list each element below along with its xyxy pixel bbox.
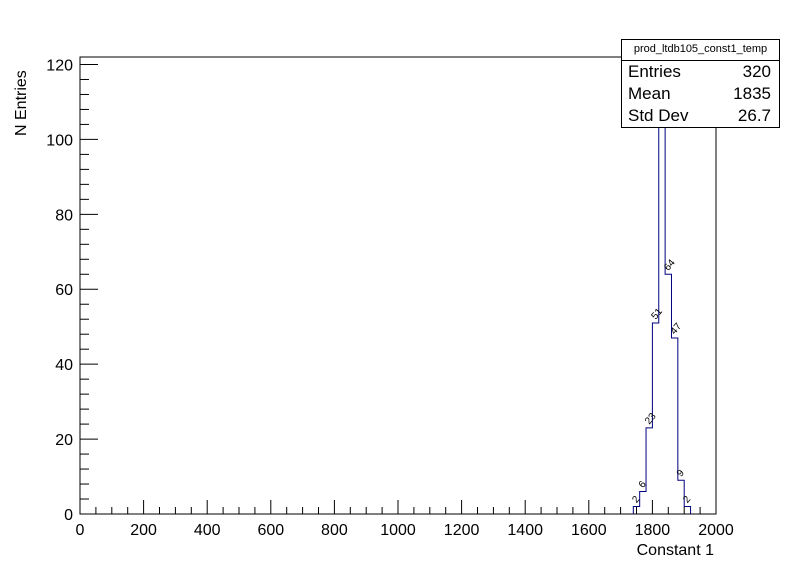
bin-labels: 2 6 23 51 64 47 9 2 bbox=[630, 257, 693, 505]
bin-label: 9 bbox=[675, 468, 687, 480]
x-tick-label: 1200 bbox=[444, 522, 480, 539]
stats-box: prod_ltdb105_const1_temp Entries 320 Mea… bbox=[621, 39, 780, 128]
x-tick-label: 400 bbox=[194, 522, 221, 539]
bin-label: 51 bbox=[649, 306, 665, 322]
stats-row-stddev: Std Dev 26.7 bbox=[622, 105, 779, 127]
stats-mean-value: 1835 bbox=[733, 84, 771, 103]
stats-row-entries: Entries 320 bbox=[622, 61, 779, 83]
y-tick-label: 80 bbox=[55, 207, 73, 224]
x-tick-labels: 0 200 400 600 800 1000 1200 1400 1600 1800 2000 bbox=[76, 522, 734, 539]
y-tick-label: 40 bbox=[55, 357, 73, 374]
y-tick-labels: 0 20 40 60 80 100 120 bbox=[46, 57, 73, 524]
stats-title: prod_ltdb105_const1_temp bbox=[622, 40, 779, 61]
bin-label: 2 bbox=[630, 494, 642, 506]
y-tick-label: 100 bbox=[46, 132, 73, 149]
x-tick-label: 1600 bbox=[571, 522, 607, 539]
y-tick-label: 20 bbox=[55, 432, 73, 449]
x-tick-label: 2000 bbox=[698, 522, 734, 539]
bin-label: 2 bbox=[681, 494, 693, 506]
stats-row-mean: Mean 1835 bbox=[622, 83, 779, 105]
x-tick-label: 1800 bbox=[635, 522, 671, 539]
stats-entries-label: Entries bbox=[628, 62, 681, 81]
stats-stddev-value: 26.7 bbox=[737, 106, 771, 125]
bin-label: 64 bbox=[662, 257, 678, 273]
x-tick-label: 200 bbox=[130, 522, 157, 539]
x-tick-label: 0 bbox=[76, 522, 85, 539]
stats-mean-label: Mean bbox=[628, 84, 671, 103]
y-axis-title: N Entries bbox=[13, 70, 30, 136]
stats-stddev-label: Std Dev bbox=[628, 106, 689, 125]
y-tick-label: 120 bbox=[46, 57, 73, 74]
stats-entries-value: 320 bbox=[742, 62, 771, 81]
x-tick-label: 600 bbox=[257, 522, 284, 539]
bin-label: 23 bbox=[643, 411, 659, 427]
bin-label: 47 bbox=[669, 321, 685, 337]
x-tick-label: 1000 bbox=[380, 522, 416, 539]
x-tick-label: 1400 bbox=[507, 522, 543, 539]
y-tick-label: 0 bbox=[64, 507, 73, 524]
x-axis-ticks bbox=[79, 500, 717, 514]
bin-label: 6 bbox=[637, 479, 649, 491]
x-tick-label: 800 bbox=[321, 522, 348, 539]
x-axis-title: Constant 1 bbox=[637, 542, 714, 559]
y-tick-label: 60 bbox=[55, 282, 73, 299]
y-axis-ticks bbox=[80, 63, 98, 515]
